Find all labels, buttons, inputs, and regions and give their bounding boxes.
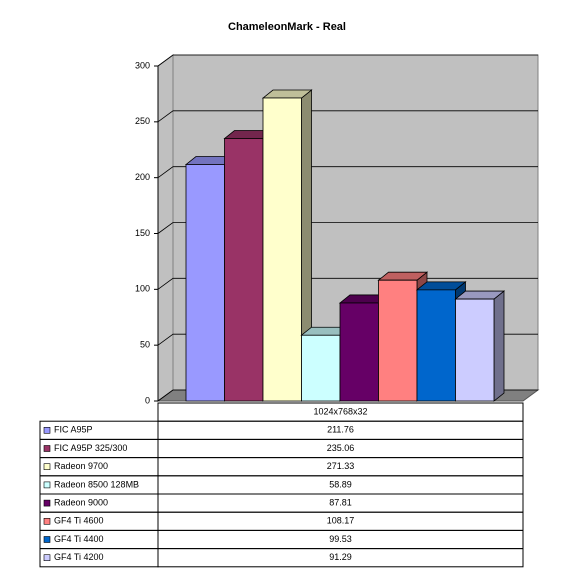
- grid-line: [157, 166, 538, 178]
- data-value: 99.53: [329, 534, 352, 544]
- table-value-cell: [157, 548, 524, 568]
- bar-front: [416, 289, 456, 402]
- y-tick-label: 100: [135, 284, 150, 294]
- bar-front: [301, 334, 341, 402]
- data-value: 87.81: [329, 497, 352, 507]
- legend-label: GF4 Ti 4200: [54, 552, 104, 562]
- y-tick-label: 50: [140, 340, 150, 350]
- y-tick-label: 300: [135, 60, 150, 70]
- bar-front: [339, 302, 379, 402]
- category-label: 1024x768x32: [313, 406, 367, 416]
- legend-label: Radeon 9700: [54, 461, 108, 471]
- legend-label: Radeon 9000: [54, 497, 108, 507]
- legend-key: [43, 481, 51, 489]
- data-value: 235.06: [327, 443, 355, 453]
- bar-front: [378, 279, 418, 402]
- y-tick-label: 0: [145, 395, 150, 405]
- data-value: 211.76: [327, 425, 354, 435]
- legend-key: [43, 499, 51, 507]
- bar-side: [493, 290, 505, 402]
- grid-line: [157, 54, 538, 67]
- bar-front: [455, 298, 495, 402]
- grid-line: [157, 110, 538, 123]
- legend-key: [43, 554, 51, 562]
- bar: [454, 290, 506, 402]
- legend-key: [43, 426, 51, 434]
- data-value: 58.89: [329, 479, 352, 489]
- legend-key: [43, 517, 51, 525]
- chart-title: ChameleonMark - Real: [228, 21, 346, 33]
- bar: [261, 89, 313, 402]
- legend-key: [43, 536, 51, 543]
- bar-front: [224, 138, 264, 402]
- y-tick-label: 250: [135, 116, 150, 126]
- data-value: 91.29: [329, 552, 352, 562]
- legend-label: FIC A95P 325/300: [54, 443, 127, 453]
- legend-label: FIC A95P: [54, 425, 93, 435]
- legend-label: GF4 Ti 4600: [54, 516, 104, 526]
- legend-label: GF4 Ti 4400: [54, 534, 104, 544]
- y-tick-label: 150: [135, 228, 150, 238]
- data-value: 271.33: [327, 461, 355, 471]
- bar-front: [262, 97, 302, 402]
- grid-line: [157, 222, 538, 234]
- bar-front: [185, 164, 225, 402]
- legend-key: [43, 445, 51, 452]
- legend-label: Radeon 8500 128MB: [54, 479, 139, 489]
- y-tick-label: 200: [135, 172, 150, 182]
- data-value: 108.17: [327, 516, 355, 526]
- legend-key: [43, 463, 51, 471]
